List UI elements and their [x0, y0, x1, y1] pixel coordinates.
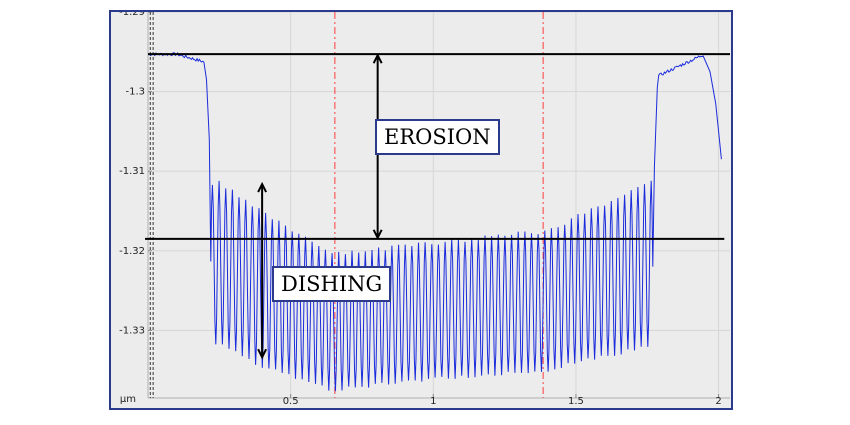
dishing-arrow-head-bottom	[257, 348, 268, 360]
profile-chart: -1.29 -1.3 -1.31 -1.32 -1.33 0.5 1 1.5 2 µm	[119, 12, 730, 407]
x-tick-label-3: 2	[715, 396, 721, 407]
erosion-arrow-head-bottom	[372, 229, 383, 241]
dishing-label: DISHING	[272, 266, 392, 302]
profile-trace	[147, 52, 722, 392]
y-unit-label: µm	[120, 394, 136, 405]
erosion-arrow-head-top	[372, 52, 383, 64]
y-tick-label-3: -1.32	[119, 246, 145, 257]
plot-area	[148, 12, 730, 398]
y-tick-label-0: -1.29	[119, 12, 145, 18]
x-tick-label-2: 1.5	[568, 396, 584, 407]
chart-frame: -1.29 -1.3 -1.31 -1.32 -1.33 0.5 1 1.5 2 µm EROSI…	[109, 10, 733, 410]
x-tick-label-1: 1	[430, 396, 436, 407]
erosion-label: EROSION	[375, 119, 500, 155]
dishing-arrow-head-top	[257, 181, 268, 193]
y-tick-label-4: -1.33	[119, 325, 145, 336]
y-tick-label-1: -1.3	[125, 87, 145, 98]
x-tick-label-0: 0.5	[283, 396, 299, 407]
y-tick-label-2: -1.31	[119, 166, 145, 177]
